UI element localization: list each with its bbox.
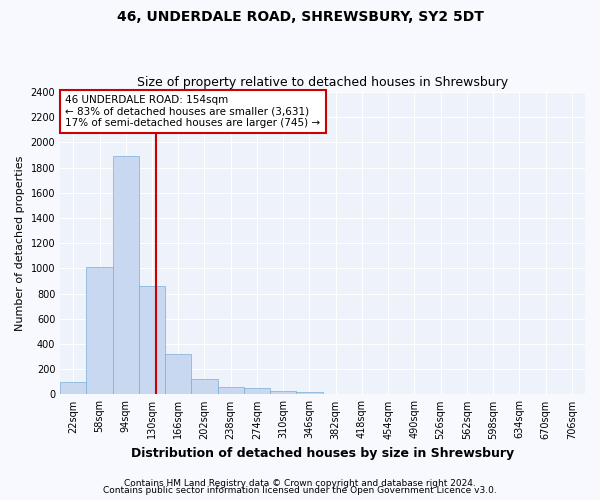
Bar	[270, 390, 296, 394]
Bar	[296, 392, 323, 394]
Y-axis label: Number of detached properties: Number of detached properties	[15, 156, 25, 331]
Bar	[113, 156, 139, 394]
Text: Contains HM Land Registry data © Crown copyright and database right 2024.: Contains HM Land Registry data © Crown c…	[124, 478, 476, 488]
Text: 46 UNDERDALE ROAD: 154sqm
← 83% of detached houses are smaller (3,631)
17% of se: 46 UNDERDALE ROAD: 154sqm ← 83% of detac…	[65, 95, 320, 128]
Bar	[60, 382, 86, 394]
Text: Contains public sector information licensed under the Open Government Licence v3: Contains public sector information licen…	[103, 486, 497, 495]
Title: Size of property relative to detached houses in Shrewsbury: Size of property relative to detached ho…	[137, 76, 508, 90]
Bar	[86, 267, 113, 394]
Bar	[244, 388, 270, 394]
Bar	[218, 387, 244, 394]
Bar	[165, 354, 191, 395]
Bar	[191, 380, 218, 394]
X-axis label: Distribution of detached houses by size in Shrewsbury: Distribution of detached houses by size …	[131, 447, 514, 460]
Bar	[139, 286, 165, 395]
Text: 46, UNDERDALE ROAD, SHREWSBURY, SY2 5DT: 46, UNDERDALE ROAD, SHREWSBURY, SY2 5DT	[116, 10, 484, 24]
